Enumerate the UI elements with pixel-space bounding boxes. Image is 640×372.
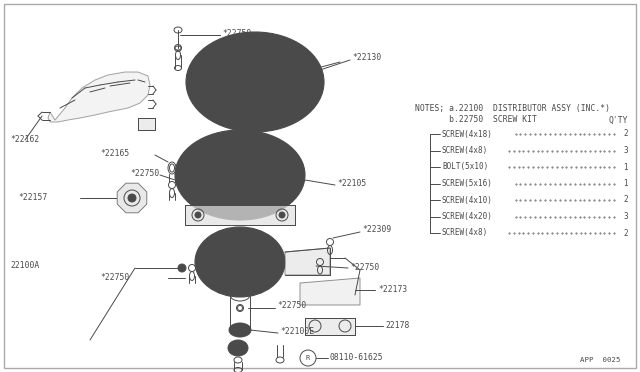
Polygon shape bbox=[138, 118, 155, 130]
Text: *22165: *22165 bbox=[100, 148, 129, 157]
Text: *22105: *22105 bbox=[337, 180, 366, 189]
Text: SCREW(4x18): SCREW(4x18) bbox=[442, 129, 493, 138]
Circle shape bbox=[178, 264, 186, 272]
Text: *22309: *22309 bbox=[362, 225, 391, 234]
Text: 2: 2 bbox=[623, 228, 628, 237]
Circle shape bbox=[279, 212, 285, 218]
Ellipse shape bbox=[229, 323, 251, 337]
Circle shape bbox=[128, 194, 136, 202]
Text: 3: 3 bbox=[623, 146, 628, 155]
Text: *22162: *22162 bbox=[10, 135, 39, 144]
Polygon shape bbox=[48, 72, 150, 122]
Text: *22750: *22750 bbox=[277, 301, 307, 311]
Text: *22100E: *22100E bbox=[280, 327, 314, 336]
Ellipse shape bbox=[195, 227, 285, 297]
Circle shape bbox=[195, 212, 201, 218]
Text: 3: 3 bbox=[623, 212, 628, 221]
Text: *22157: *22157 bbox=[18, 192, 47, 202]
Polygon shape bbox=[185, 205, 295, 225]
Text: *22750: *22750 bbox=[200, 260, 229, 269]
Text: *22750: *22750 bbox=[100, 273, 129, 282]
Text: 08110-61625: 08110-61625 bbox=[330, 353, 383, 362]
Text: SCREW(4x10): SCREW(4x10) bbox=[442, 196, 493, 205]
Ellipse shape bbox=[175, 130, 305, 220]
Ellipse shape bbox=[185, 139, 295, 211]
Polygon shape bbox=[305, 318, 355, 335]
Text: 1: 1 bbox=[623, 163, 628, 171]
Polygon shape bbox=[285, 248, 330, 275]
Text: *22750: *22750 bbox=[272, 106, 301, 115]
Circle shape bbox=[230, 165, 250, 185]
Text: SCREW(5x16): SCREW(5x16) bbox=[442, 179, 493, 188]
Text: SCREW(4x8): SCREW(4x8) bbox=[442, 228, 488, 237]
Text: 2: 2 bbox=[623, 196, 628, 205]
Ellipse shape bbox=[190, 36, 320, 128]
Ellipse shape bbox=[228, 340, 248, 356]
Polygon shape bbox=[117, 183, 147, 213]
Text: NOTES; a.22100  DISTRIBUTOR ASSY (INC.*): NOTES; a.22100 DISTRIBUTOR ASSY (INC.*) bbox=[415, 103, 610, 112]
Text: *22750: *22750 bbox=[350, 263, 380, 273]
Text: b.22750  SCREW KIT: b.22750 SCREW KIT bbox=[415, 115, 537, 125]
Text: BOLT(5x10): BOLT(5x10) bbox=[442, 163, 488, 171]
FancyBboxPatch shape bbox=[4, 4, 636, 368]
Text: 1: 1 bbox=[623, 179, 628, 188]
Text: *22173: *22173 bbox=[378, 285, 407, 295]
Text: *22750: *22750 bbox=[222, 29, 252, 38]
Circle shape bbox=[233, 343, 243, 353]
Text: 22100A: 22100A bbox=[10, 260, 39, 269]
Polygon shape bbox=[300, 278, 360, 305]
Ellipse shape bbox=[232, 325, 248, 335]
Text: Q'TY: Q'TY bbox=[609, 115, 628, 125]
Text: *22130: *22130 bbox=[352, 54, 381, 62]
Ellipse shape bbox=[231, 343, 245, 353]
Text: APP  0025: APP 0025 bbox=[579, 357, 620, 363]
Text: R: R bbox=[306, 355, 310, 361]
Circle shape bbox=[191, 77, 201, 87]
Text: 2: 2 bbox=[623, 129, 628, 138]
Text: 22178: 22178 bbox=[385, 321, 410, 330]
Text: *22750: *22750 bbox=[130, 169, 159, 177]
Ellipse shape bbox=[215, 157, 265, 192]
Text: SCREW(4x8): SCREW(4x8) bbox=[442, 146, 488, 155]
Ellipse shape bbox=[201, 233, 279, 291]
Ellipse shape bbox=[228, 253, 252, 271]
Ellipse shape bbox=[186, 32, 324, 132]
Circle shape bbox=[309, 77, 319, 87]
Text: SCREW(4x20): SCREW(4x20) bbox=[442, 212, 493, 221]
